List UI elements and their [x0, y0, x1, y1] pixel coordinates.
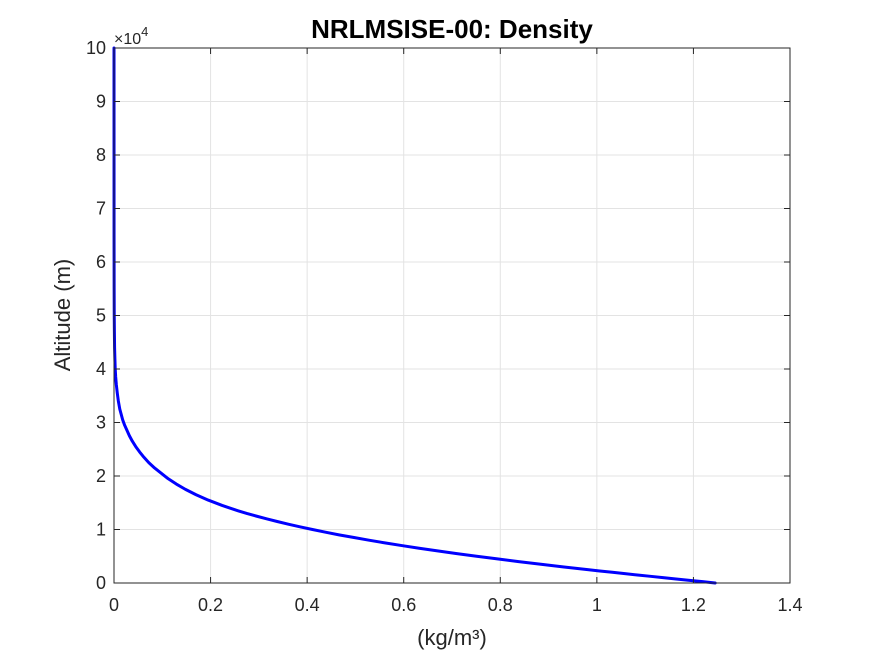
x-tick-label: 1.2 — [681, 595, 706, 615]
y-tick-label: 6 — [96, 252, 106, 272]
density-series-line — [112, 46, 717, 585]
y-exponent-multiplier: ×10 — [114, 31, 141, 48]
chart-title: NRLMSISE-00: Density — [311, 14, 593, 44]
y-tick-label: 3 — [96, 413, 106, 433]
y-axis-label: Altitude (m) — [50, 259, 75, 371]
x-tick-label: 0.4 — [295, 595, 320, 615]
axis-ticks — [113, 47, 791, 584]
x-tick-label: 0.6 — [391, 595, 416, 615]
x-tick-label: 0 — [109, 595, 119, 615]
y-tick-label: 9 — [96, 92, 106, 112]
x-tick-label: 0.2 — [198, 595, 223, 615]
y-tick-label: 10 — [86, 38, 106, 58]
tick-labels: 0 0.2 0.4 0.6 0.8 1 1.2 1.4 0 1 2 3 4 5 6 7 8 9 10 — [86, 38, 803, 615]
x-tick-label: 1.4 — [777, 595, 802, 615]
y-axis-exponent: ×104 — [114, 24, 148, 48]
y-tick-label: 0 — [96, 573, 106, 593]
x-tick-label: 0.8 — [488, 595, 513, 615]
series-layer — [112, 46, 717, 585]
y-tick-label: 4 — [96, 359, 106, 379]
y-tick-label: 8 — [96, 145, 106, 165]
x-axis-label: (kg/m³) — [417, 625, 487, 650]
y-tick-label: 7 — [96, 199, 106, 219]
y-exponent-power: 4 — [141, 24, 148, 39]
y-tick-label: 1 — [96, 520, 106, 540]
y-tick-label: 5 — [96, 306, 106, 326]
x-tick-label: 1 — [592, 595, 602, 615]
y-tick-label: 2 — [96, 466, 106, 486]
